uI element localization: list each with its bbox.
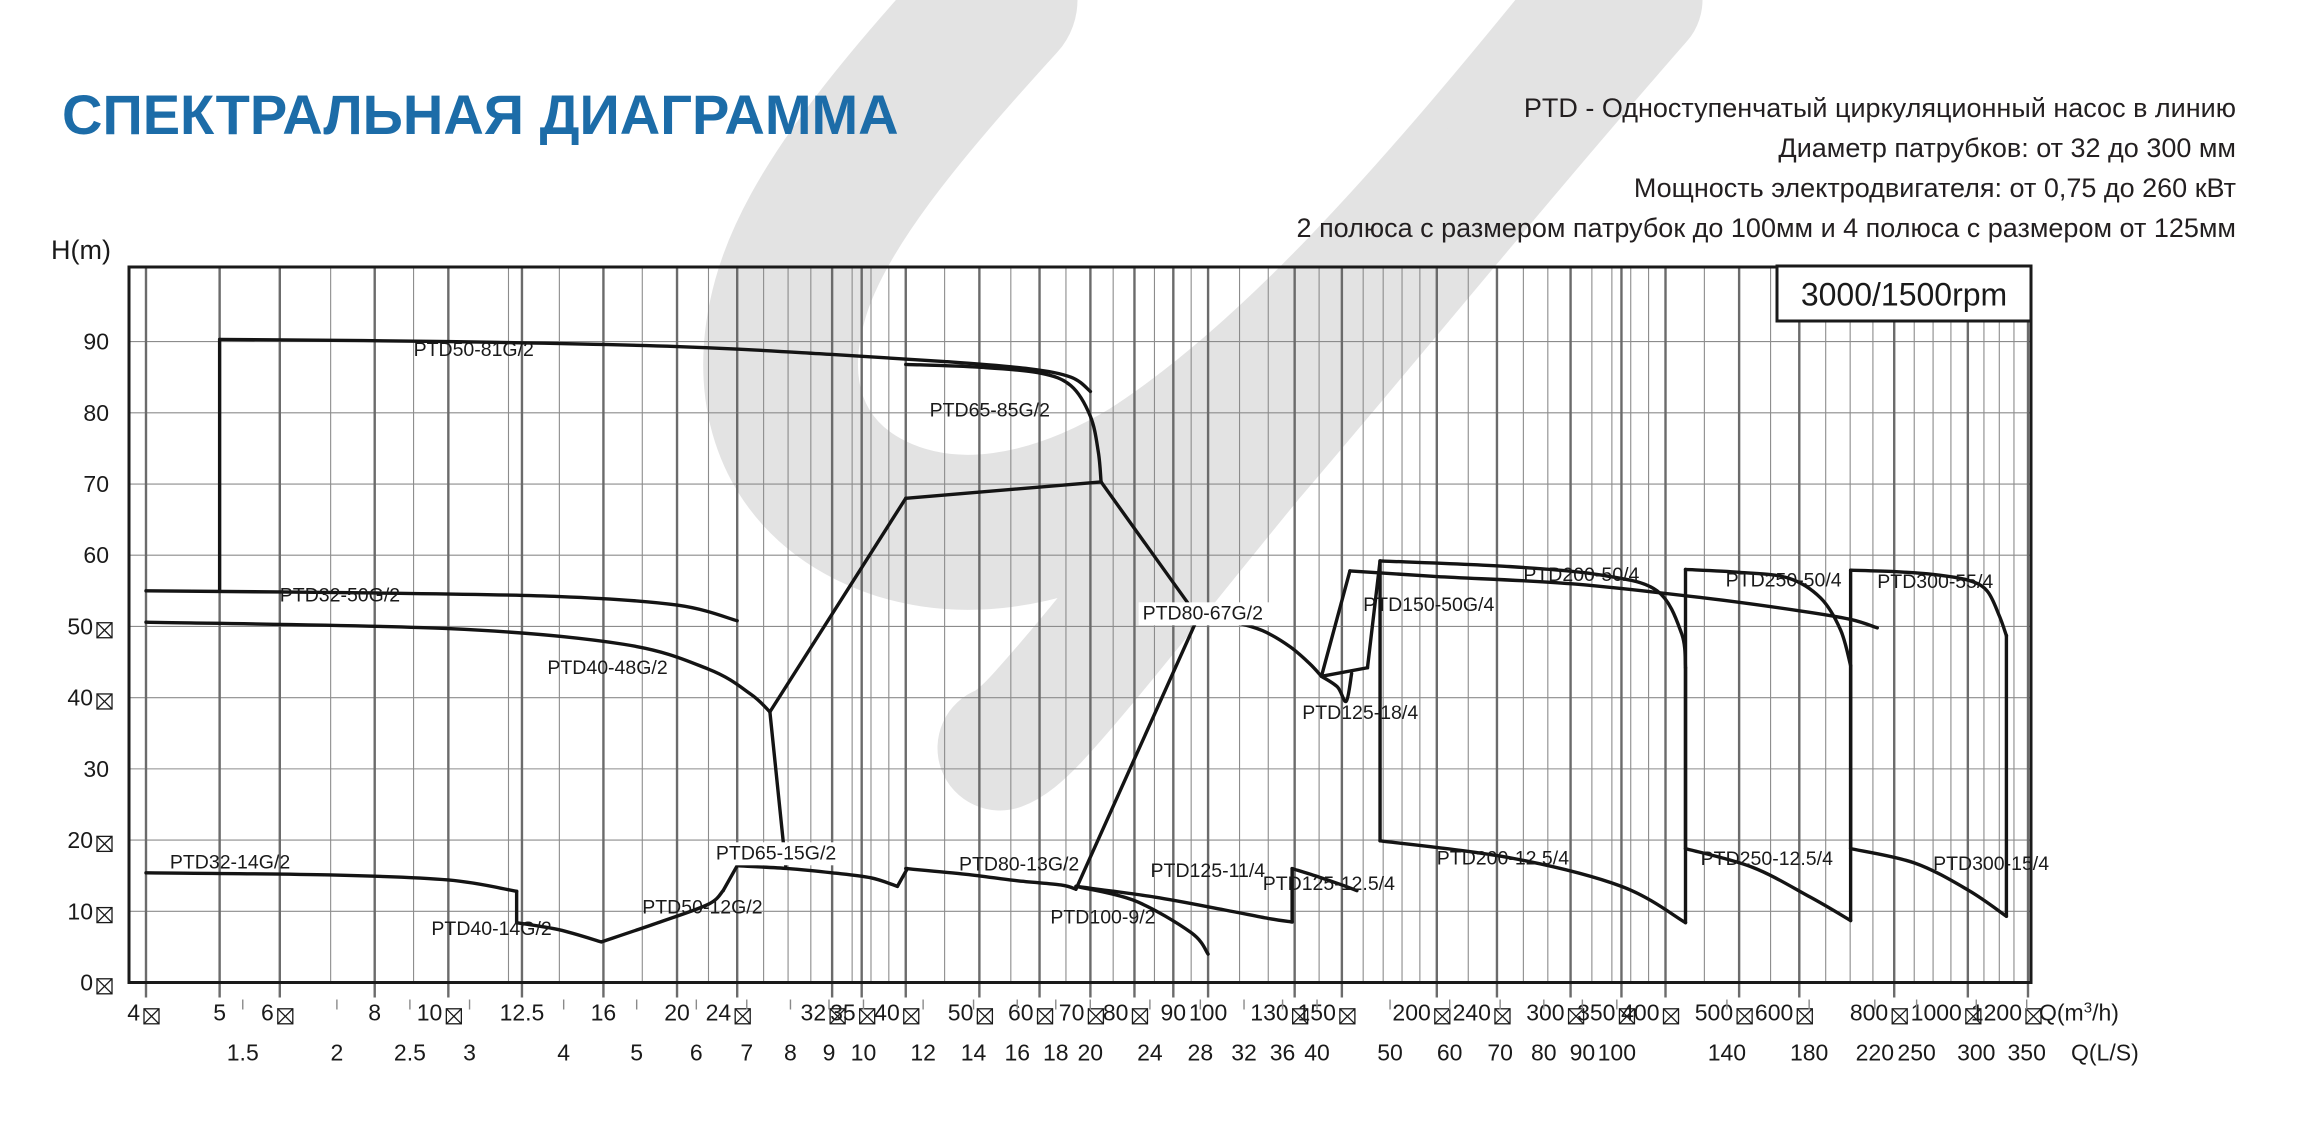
svg-text:400: 400: [1621, 1000, 1659, 1026]
svg-text:140: 140: [1708, 1040, 1746, 1066]
svg-text:8: 8: [784, 1040, 797, 1066]
svg-text:70: 70: [1059, 1000, 1085, 1026]
svg-text:35: 35: [830, 1000, 856, 1026]
svg-text:50: 50: [67, 613, 93, 639]
svg-text:80: 80: [83, 400, 109, 426]
svg-text:40: 40: [1304, 1040, 1330, 1066]
svg-text:24: 24: [1137, 1040, 1163, 1066]
svg-text:PTD40-14G/2: PTD40-14G/2: [431, 918, 551, 940]
svg-text:PTD250-12.5/4: PTD250-12.5/4: [1701, 848, 1833, 870]
svg-text:5: 5: [213, 1000, 226, 1026]
svg-text:300: 300: [1526, 1000, 1564, 1026]
svg-text:2: 2: [330, 1040, 343, 1066]
svg-text:60: 60: [1008, 1000, 1034, 1026]
svg-text:PTD125-11/4: PTD125-11/4: [1151, 860, 1266, 882]
svg-text:PTD125-18/4: PTD125-18/4: [1302, 702, 1418, 724]
svg-text:7: 7: [740, 1040, 753, 1066]
svg-text:5: 5: [630, 1040, 643, 1066]
svg-text:100: 100: [1598, 1040, 1636, 1066]
svg-text:10: 10: [851, 1040, 877, 1066]
svg-text:PTD125-12.5/4: PTD125-12.5/4: [1263, 873, 1395, 895]
svg-text:6: 6: [261, 1000, 274, 1026]
svg-text:90: 90: [1161, 1000, 1187, 1026]
svg-text:14: 14: [961, 1040, 987, 1066]
svg-text:PTD65-85G/2: PTD65-85G/2: [930, 399, 1050, 421]
svg-text:4: 4: [557, 1040, 570, 1066]
svg-text:20: 20: [1077, 1040, 1103, 1066]
svg-text:18: 18: [1043, 1040, 1069, 1066]
svg-text:PTD80-13G/2: PTD80-13G/2: [959, 854, 1079, 876]
svg-text:20: 20: [67, 827, 93, 853]
svg-text:90: 90: [1570, 1040, 1596, 1066]
svg-text:12.5: 12.5: [500, 1000, 545, 1026]
svg-text:200: 200: [1392, 1000, 1430, 1026]
svg-text:1000: 1000: [1911, 1000, 1962, 1026]
svg-text:250: 250: [1897, 1040, 1935, 1066]
svg-text:PTD32-50G/2: PTD32-50G/2: [280, 585, 400, 607]
svg-text:90: 90: [83, 329, 109, 355]
svg-text:28: 28: [1188, 1040, 1214, 1066]
svg-text:PTD150-50G/4: PTD150-50G/4: [1363, 594, 1494, 616]
svg-text:30: 30: [83, 756, 109, 782]
svg-text:70: 70: [83, 471, 109, 497]
svg-text:9: 9: [823, 1040, 836, 1066]
svg-text:50: 50: [948, 1000, 974, 1026]
svg-text:PTD40-48G/2: PTD40-48G/2: [547, 657, 667, 679]
svg-text:80: 80: [1103, 1000, 1129, 1026]
svg-text:350: 350: [2008, 1040, 2046, 1066]
svg-text:180: 180: [1790, 1040, 1828, 1066]
svg-text:50: 50: [1377, 1040, 1403, 1066]
svg-text:3: 3: [463, 1040, 476, 1066]
svg-text:PTD32-14G/2: PTD32-14G/2: [170, 852, 290, 874]
svg-text:40: 40: [874, 1000, 900, 1026]
svg-text:24: 24: [706, 1000, 732, 1026]
svg-text:10: 10: [67, 898, 93, 924]
svg-text:100: 100: [1189, 1000, 1227, 1026]
svg-text:1.5: 1.5: [227, 1040, 259, 1066]
svg-text:PTD200-50/4: PTD200-50/4: [1523, 564, 1639, 586]
svg-text:20: 20: [664, 1000, 690, 1026]
svg-text:PTD250-50/4: PTD250-50/4: [1726, 570, 1842, 592]
svg-text:36: 36: [1270, 1040, 1296, 1066]
svg-text:6: 6: [690, 1040, 703, 1066]
svg-text:300: 300: [1957, 1040, 1995, 1066]
svg-text:1200: 1200: [1971, 1000, 2022, 1026]
svg-text:PTD65-15G/2: PTD65-15G/2: [716, 842, 836, 864]
svg-text:32: 32: [801, 1000, 827, 1026]
svg-text:Q(L/S): Q(L/S): [2071, 1040, 2139, 1066]
svg-text:60: 60: [83, 542, 109, 568]
svg-text:3000/1500rpm: 3000/1500rpm: [1801, 277, 2007, 313]
svg-text:PTD200-12.5/4: PTD200-12.5/4: [1437, 847, 1569, 869]
svg-text:4: 4: [127, 1000, 140, 1026]
svg-text:60: 60: [1437, 1040, 1463, 1066]
svg-text:32: 32: [1231, 1040, 1257, 1066]
svg-text:12: 12: [910, 1040, 936, 1066]
svg-text:H(m): H(m): [51, 235, 111, 265]
svg-text:PTD80-67G/2: PTD80-67G/2: [1143, 602, 1263, 624]
svg-text:Q(m3/h): Q(m3/h): [2039, 999, 2119, 1026]
svg-text:16: 16: [1004, 1040, 1030, 1066]
svg-text:0: 0: [80, 970, 93, 996]
svg-text:10: 10: [417, 1000, 443, 1026]
svg-text:PTD100-9/2: PTD100-9/2: [1050, 906, 1155, 928]
svg-text:16: 16: [591, 1000, 617, 1026]
svg-text:240: 240: [1453, 1000, 1491, 1026]
svg-text:PTD50-81G/2: PTD50-81G/2: [414, 339, 534, 361]
svg-text:8: 8: [368, 1000, 381, 1026]
svg-text:70: 70: [1487, 1040, 1513, 1066]
svg-text:600: 600: [1755, 1000, 1793, 1026]
svg-text:PTD50-12G/2: PTD50-12G/2: [642, 896, 762, 918]
svg-text:220: 220: [1856, 1040, 1894, 1066]
svg-text:800: 800: [1850, 1000, 1888, 1026]
svg-text:80: 80: [1531, 1040, 1557, 1066]
svg-text:PTD300-55/4: PTD300-55/4: [1877, 571, 1993, 593]
svg-text:PTD300-15/4: PTD300-15/4: [1933, 853, 2049, 875]
svg-text:40: 40: [67, 685, 93, 711]
svg-text:2.5: 2.5: [394, 1040, 426, 1066]
